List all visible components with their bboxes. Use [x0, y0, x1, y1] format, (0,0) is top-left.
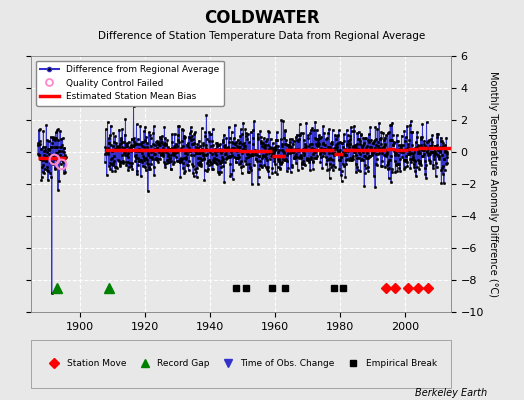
Text: Berkeley Earth: Berkeley Earth [415, 388, 487, 398]
Text: COLDWATER: COLDWATER [204, 9, 320, 27]
Legend: Station Move, Record Gap, Time of Obs. Change, Empirical Break: Station Move, Record Gap, Time of Obs. C… [42, 356, 440, 372]
Legend: Difference from Regional Average, Quality Control Failed, Estimated Station Mean: Difference from Regional Average, Qualit… [36, 60, 224, 106]
Y-axis label: Monthly Temperature Anomaly Difference (°C): Monthly Temperature Anomaly Difference (… [488, 71, 498, 297]
Text: Difference of Station Temperature Data from Regional Average: Difference of Station Temperature Data f… [99, 31, 425, 41]
